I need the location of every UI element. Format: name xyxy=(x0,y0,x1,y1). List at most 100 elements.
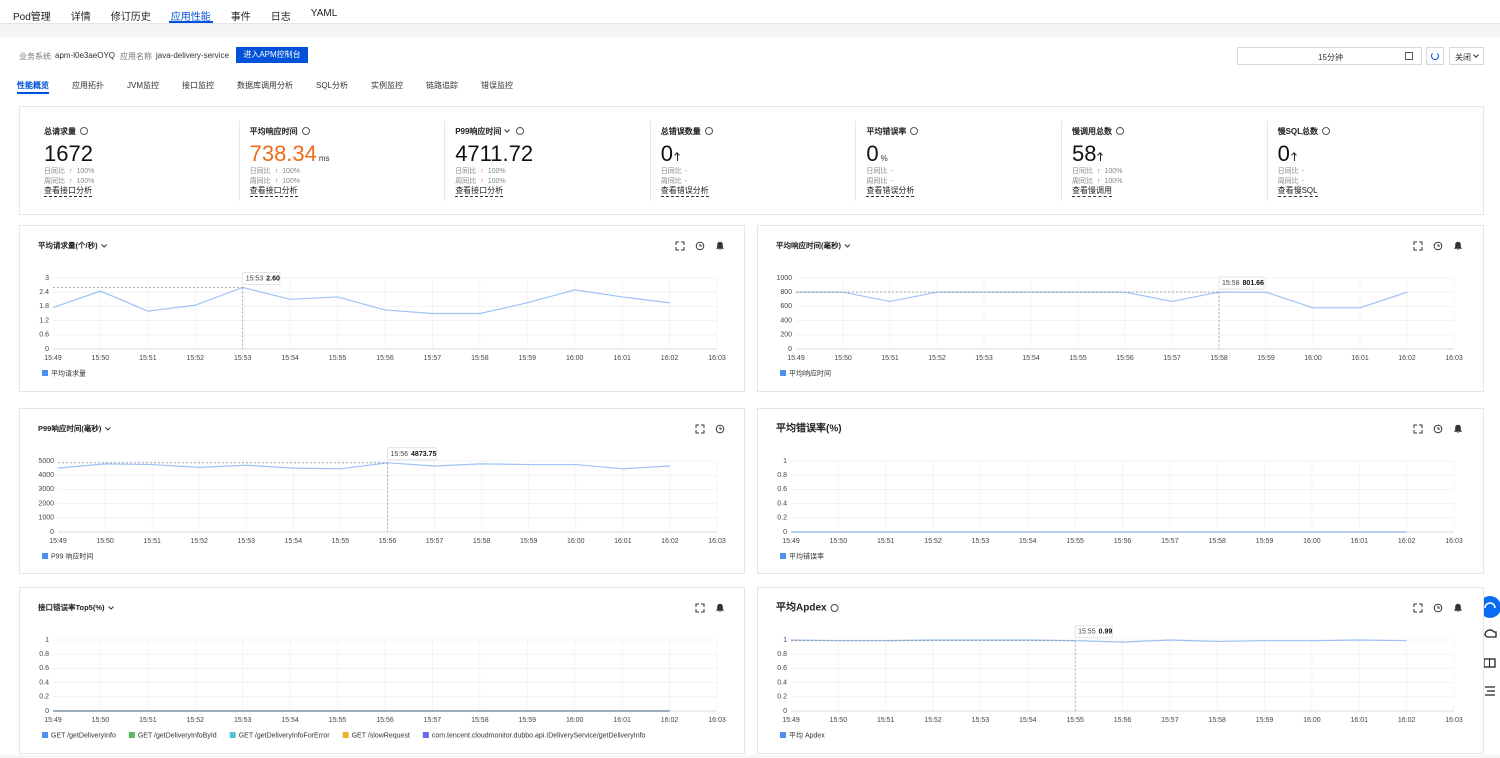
refresh-icon xyxy=(1431,52,1439,60)
fullscreen-icon xyxy=(675,241,685,251)
metric-link[interactable]: 查看接口分析 xyxy=(44,186,92,197)
compare-value: 100% xyxy=(282,178,300,185)
tooltip-value: 4873.75 xyxy=(411,451,436,458)
metric-link[interactable]: 查看错误分析 xyxy=(866,186,915,197)
x-tick-label: 15:54 xyxy=(281,355,299,362)
x-tick-label: 15:58 xyxy=(1208,538,1226,545)
compare-row: 日同比 ↑ 100% xyxy=(1072,166,1122,176)
x-tick-label: 15:55 xyxy=(332,538,350,545)
compare-label: 周同比 xyxy=(455,178,477,185)
tooltip-box xyxy=(242,271,281,285)
separator xyxy=(238,121,240,201)
close-dropdown[interactable]: 关闭 xyxy=(1449,47,1484,65)
y-tick-label: 1000 xyxy=(38,515,54,522)
red-arrow: ↑ xyxy=(69,168,73,175)
legend-label: 平均请求量 xyxy=(51,368,86,377)
x-tick-label: 15:50 xyxy=(830,538,848,545)
subtab[interactable]: 性能概览 xyxy=(17,81,49,90)
x-tick-label: 15:55 xyxy=(1066,717,1084,724)
y-tick-label: 5000 xyxy=(38,458,54,465)
list-icon[interactable] xyxy=(1485,686,1495,696)
subtab[interactable]: 应用拓扑 xyxy=(72,81,104,90)
legend-swatch xyxy=(422,732,429,738)
legend-swatch xyxy=(42,553,48,559)
tab[interactable]: 修订历史 xyxy=(110,12,151,23)
metric-link[interactable]: 查看慢调用 xyxy=(1072,186,1112,197)
series-line xyxy=(57,462,670,470)
y-tick-label: 0 xyxy=(50,529,54,536)
apm-button[interactable]: 进入APM控制台 xyxy=(236,47,308,63)
tab[interactable]: 应用性能 xyxy=(170,12,211,23)
x-tick-label: 16:00 xyxy=(567,538,585,545)
info-icon xyxy=(516,127,525,135)
top-tabs: Pod管理 详情 修订历史 应用性能 事件 日志 YAML xyxy=(0,0,1500,24)
subtab[interactable]: 接口监控 xyxy=(182,81,214,90)
tab[interactable]: 事件 xyxy=(230,12,251,23)
y-tick-label: 0.2 xyxy=(777,694,787,701)
metric-title: 总错误数量 xyxy=(661,126,713,137)
tab[interactable]: Pod管理 xyxy=(13,12,51,23)
time-picker[interactable]: 15分钟 xyxy=(1237,47,1422,65)
y-tick-label: 3 xyxy=(45,275,49,282)
x-tick-label: 15:52 xyxy=(928,355,946,362)
y-tick-label: 1.8 xyxy=(39,303,49,310)
compare-value: 100% xyxy=(76,168,95,175)
legend-label: GET /getDeliveryInfoById xyxy=(138,732,217,739)
legend-swatch xyxy=(42,370,48,376)
separator xyxy=(855,121,857,201)
x-tick-label: 15:57 xyxy=(1161,538,1179,545)
x-tick-label: 16:01 xyxy=(613,355,631,362)
y-tick-label: 0.6 xyxy=(777,486,787,493)
compare-value: - xyxy=(684,168,688,175)
metric-title-text: P99响应时间 xyxy=(455,127,502,136)
legend-swatch xyxy=(780,732,786,738)
info-icon xyxy=(910,127,919,135)
tab[interactable]: 日志 xyxy=(270,12,291,23)
metric-link[interactable]: 查看接口分析 xyxy=(455,186,504,197)
x-tick-label: 15:53 xyxy=(234,355,252,362)
x-tick-label: 15:51 xyxy=(877,538,895,545)
compare-value: 100% xyxy=(487,168,506,175)
x-tick-label: 15:59 xyxy=(1256,717,1274,724)
x-tick-label: 15:54 xyxy=(1019,538,1037,545)
cloud-icon[interactable] xyxy=(1484,629,1497,638)
metric-number: 0 xyxy=(1277,141,1290,166)
metric-title: 慢调用总数 xyxy=(1072,126,1124,137)
calendar-icon xyxy=(1405,52,1413,60)
subtab[interactable]: 数据库调用分析 xyxy=(237,81,293,90)
x-tick-label: 15:55 xyxy=(329,355,347,362)
red-arrow: ↑ xyxy=(1097,178,1101,185)
metric-title: 慢SQL总数 xyxy=(1278,126,1331,137)
bell-icon xyxy=(715,241,725,250)
metric-value: 0 xyxy=(1277,141,1297,167)
chart-title: P99响应时间(毫秒) xyxy=(38,423,102,433)
metric-link[interactable]: 查看慢SQL xyxy=(1277,186,1318,197)
tab[interactable]: 详情 xyxy=(70,12,91,23)
subtab[interactable]: 错误监控 xyxy=(481,81,514,90)
subtab[interactable]: SQL分析 xyxy=(316,81,349,90)
y-tick-label: 0.8 xyxy=(777,651,787,658)
x-tick-label: 16:01 xyxy=(614,538,632,545)
subtab[interactable]: 链路追踪 xyxy=(426,81,459,90)
subtab[interactable]: 实例监控 xyxy=(371,81,404,90)
info-icon xyxy=(301,127,310,135)
x-tick-label: 15:49 xyxy=(49,538,67,545)
x-tick-label: 16:03 xyxy=(1445,538,1463,545)
x-tick-label: 16:01 xyxy=(1351,717,1369,724)
y-tick-label: 0.4 xyxy=(39,679,49,686)
subtab[interactable]: JVM监控 xyxy=(127,81,159,90)
help-button[interactable] xyxy=(1479,596,1500,618)
metric-number: 738.34 xyxy=(249,141,317,166)
metric-link[interactable]: 查看错误分析 xyxy=(660,186,709,197)
close-label: 关闭 xyxy=(1455,53,1471,62)
x-tick-label: 15:53 xyxy=(234,717,252,724)
compare-label: 日同比 xyxy=(44,168,65,175)
x-tick-label: 15:50 xyxy=(834,355,852,362)
info-icon xyxy=(830,604,839,612)
metric-value: 4711.72 xyxy=(455,141,533,167)
compare-label: 周同比 xyxy=(1277,178,1299,185)
tab[interactable]: YAML xyxy=(310,8,338,19)
metric-link[interactable]: 查看接口分析 xyxy=(249,186,298,197)
metric-number: 0 xyxy=(660,141,674,166)
legend-swatch xyxy=(780,370,786,376)
